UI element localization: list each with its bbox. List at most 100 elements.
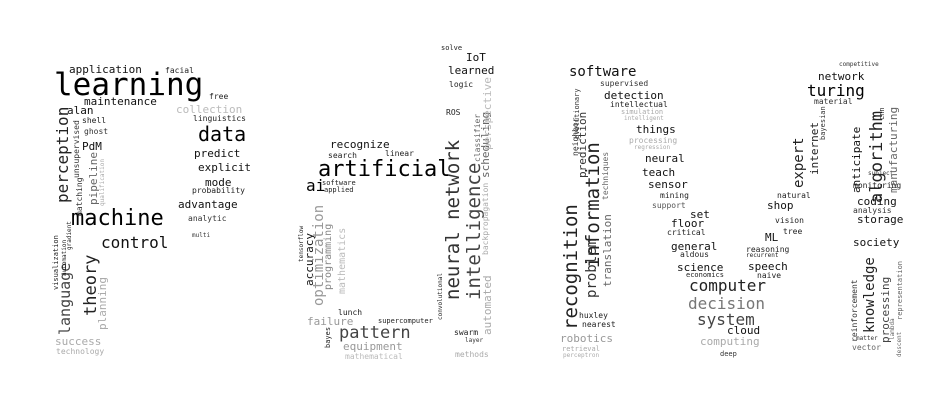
word-intelligent: intelligent bbox=[624, 115, 664, 122]
word-processing-small: processing bbox=[629, 136, 678, 145]
word-ros: ROS bbox=[446, 108, 461, 117]
word-reasoning: reasoning bbox=[746, 245, 790, 254]
word-recognition: recognition bbox=[560, 204, 582, 330]
word-software: software bbox=[569, 64, 637, 80]
word-sensor: sensor bbox=[648, 178, 688, 191]
word-backpropagation: backpropagation bbox=[481, 182, 490, 255]
word-facial: facial bbox=[165, 66, 194, 75]
word-unsupervised: unsupervised bbox=[72, 120, 81, 178]
word-methods: methods bbox=[455, 350, 489, 359]
word-application: application bbox=[69, 63, 142, 76]
word-pipeline: pipeline bbox=[87, 152, 100, 205]
word-learning: learning bbox=[54, 67, 204, 103]
word-intellectual: intellectual bbox=[610, 100, 668, 109]
word-gradient: gradient bbox=[66, 221, 73, 250]
word-society: society bbox=[853, 236, 900, 249]
word-retrieval: retrieval bbox=[562, 345, 600, 353]
word-teach: teach bbox=[642, 166, 676, 179]
word-layer: layer bbox=[465, 337, 484, 344]
word-solve: solve bbox=[441, 44, 463, 52]
word-subject: subject bbox=[868, 170, 894, 177]
word-general: general bbox=[671, 240, 718, 253]
word-tensorflow: tensorflow bbox=[298, 225, 305, 262]
word-deep: deep bbox=[720, 350, 737, 358]
word-mode: mode bbox=[205, 176, 232, 189]
word-translation: translation bbox=[601, 214, 614, 287]
word-supervised: supervised bbox=[600, 79, 649, 88]
word-regression: regression bbox=[634, 144, 671, 151]
word-evolutionary: evolutionary bbox=[573, 88, 581, 139]
word-economics: economics bbox=[686, 271, 724, 279]
word-computing: computing bbox=[700, 335, 760, 348]
word-monitoring: monitoring bbox=[853, 181, 902, 190]
word-convolutional: convolutional bbox=[437, 273, 444, 320]
word-collection: collection bbox=[176, 103, 243, 116]
word-technology: technology bbox=[56, 347, 105, 356]
word-supercomputer: supercomputer bbox=[378, 317, 433, 325]
word-shell: shell bbox=[82, 116, 107, 125]
word-pdm: PdM bbox=[82, 140, 102, 153]
word-cnn: cnn bbox=[878, 107, 886, 120]
word-bayesian: bayesian bbox=[819, 106, 827, 140]
word-simulation: simulation bbox=[621, 108, 664, 116]
word-analysis: analysis bbox=[853, 206, 892, 215]
word-perspective: perspective bbox=[481, 77, 494, 150]
word-neural: neural bbox=[645, 152, 685, 165]
word-data: data bbox=[198, 122, 247, 146]
word-reinforcement: reinforcement bbox=[850, 279, 859, 342]
word-set: set bbox=[690, 208, 710, 221]
word-success: success bbox=[55, 335, 102, 348]
word-computer: computer bbox=[689, 276, 767, 295]
word-competitive: competitive bbox=[839, 61, 879, 68]
word-applied: applied bbox=[324, 186, 354, 194]
word-planning: planning bbox=[96, 277, 109, 330]
word-lunch: lunch bbox=[338, 308, 363, 317]
word-logic: logic bbox=[449, 80, 474, 89]
word-coding: coding bbox=[857, 195, 897, 208]
word-vision: vision bbox=[775, 216, 804, 225]
word-ai: ai bbox=[306, 176, 326, 195]
word-expert: expert bbox=[791, 137, 807, 188]
word-probability: probability bbox=[192, 186, 245, 195]
word-science: science bbox=[677, 261, 724, 274]
word-floor: floor bbox=[671, 217, 705, 230]
word-ml: ML bbox=[765, 231, 779, 244]
word-predict: predict bbox=[194, 147, 241, 160]
word-linguistics: linguistics bbox=[193, 114, 246, 123]
word-material: material bbox=[814, 97, 853, 106]
word-lambda: lambda bbox=[889, 318, 896, 340]
word-alan: alan bbox=[67, 104, 94, 117]
word-perceptron: perceptron bbox=[563, 352, 600, 359]
word-system: system bbox=[697, 310, 755, 329]
word-equipment: equipment bbox=[343, 340, 403, 353]
word-recurrent: recurrent bbox=[746, 252, 779, 259]
word-huxley: huxley bbox=[579, 311, 608, 320]
word-programming: programming bbox=[323, 223, 334, 290]
word-bayes: bayes bbox=[324, 326, 332, 348]
word-naive: naive bbox=[757, 271, 782, 280]
word-problem: problem bbox=[584, 238, 600, 298]
word-network: network bbox=[818, 70, 865, 83]
word-vector: vector bbox=[852, 343, 881, 352]
word-learned: learned bbox=[448, 64, 495, 77]
word-decision: decision bbox=[688, 294, 766, 313]
word-recognize: recognize bbox=[330, 138, 390, 151]
word-representation: representation bbox=[896, 260, 904, 320]
word-explicit: explicit bbox=[198, 161, 251, 174]
word-machine: machine bbox=[71, 206, 164, 231]
word-control: control bbox=[101, 233, 169, 252]
word-artificial: artificial bbox=[318, 157, 451, 182]
word-software-small: software bbox=[322, 179, 356, 187]
word-search: search bbox=[328, 151, 357, 160]
word-descent: descent bbox=[896, 331, 903, 357]
word-storage: storage bbox=[857, 213, 904, 226]
word-iot: IoT bbox=[466, 51, 486, 64]
word-matching: matching bbox=[75, 177, 84, 216]
word-aldous: aldous bbox=[680, 250, 709, 259]
word-mathematical: mathematical bbox=[345, 352, 403, 361]
word-matter: matter bbox=[856, 335, 878, 342]
word-detection: detection bbox=[604, 89, 664, 102]
word-critical: critical bbox=[667, 228, 706, 237]
word-pattern: pattern bbox=[339, 323, 411, 343]
